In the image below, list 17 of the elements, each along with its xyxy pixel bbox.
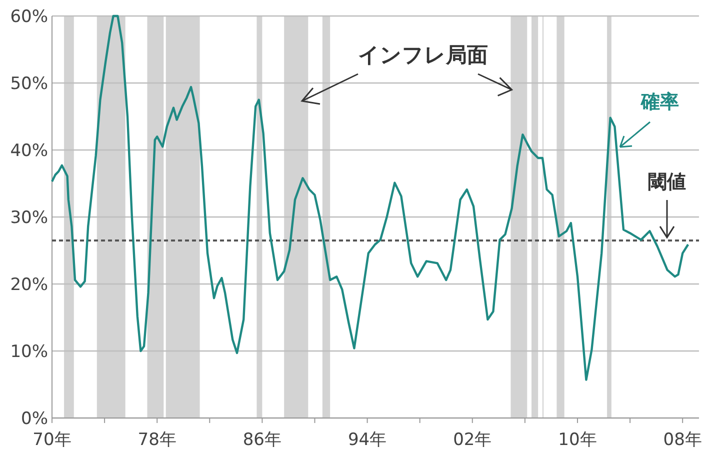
y-tick-label: 50% xyxy=(10,74,48,94)
x-tick-label: 70年 xyxy=(32,430,72,450)
y-tick-label: 20% xyxy=(10,275,48,295)
series-label: 確率 xyxy=(640,91,679,113)
ref-line-label: 閾値 xyxy=(648,171,686,193)
y-tick-label: 40% xyxy=(10,141,48,161)
y-tick-label: 60% xyxy=(10,7,48,27)
x-tick-label: 86年 xyxy=(242,430,282,450)
x-tick-label: 08年 xyxy=(663,430,702,450)
x-tick-label: 78年 xyxy=(138,430,176,450)
y-tick-label: 0% xyxy=(21,409,48,429)
annotation: インフレ局面 xyxy=(358,43,488,67)
y-tick-label: 10% xyxy=(10,342,48,362)
x-tick-label: 94年 xyxy=(348,430,387,450)
x-tick-label: 10年 xyxy=(558,430,597,450)
y-tick-label: 30% xyxy=(10,208,48,228)
x-tick-label: 02年 xyxy=(453,430,492,450)
